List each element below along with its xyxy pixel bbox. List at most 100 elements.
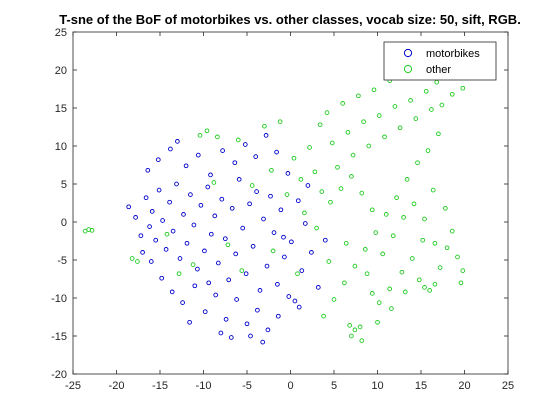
data-point <box>389 306 394 311</box>
x-tick-label: -10 <box>196 380 212 392</box>
data-point <box>143 195 149 201</box>
data-point <box>434 79 440 85</box>
data-point <box>401 215 406 220</box>
data-point <box>408 98 413 103</box>
data-point <box>164 231 170 237</box>
data-point <box>298 177 304 182</box>
legend-marker-motorbikes <box>403 48 413 58</box>
data-point <box>190 262 196 267</box>
data-point <box>369 291 375 296</box>
data-point <box>254 189 259 194</box>
data-point <box>220 148 225 153</box>
data-point <box>299 268 305 273</box>
data-point <box>236 177 242 182</box>
data-point <box>184 240 190 246</box>
data-point <box>195 152 201 158</box>
data-point <box>361 119 366 125</box>
data-point <box>291 155 297 161</box>
y-tick-label: 10 <box>55 141 67 153</box>
data-point <box>219 196 225 202</box>
data-point <box>382 134 387 140</box>
data-point <box>175 139 180 144</box>
data-point <box>232 160 238 166</box>
data-point <box>284 192 290 197</box>
data-point <box>265 327 271 333</box>
data-point <box>324 110 330 115</box>
data-point <box>174 181 179 187</box>
data-point <box>302 221 308 226</box>
data-point <box>380 251 386 257</box>
data-point <box>460 85 466 91</box>
data-point <box>357 324 363 330</box>
data-point <box>295 271 300 277</box>
data-point <box>195 266 200 272</box>
data-point <box>225 242 231 248</box>
data-point <box>168 146 173 152</box>
x-tick-label: 25 <box>502 380 514 392</box>
data-point <box>222 236 228 242</box>
data-point <box>460 268 466 273</box>
x-tick-label: 15 <box>415 380 427 392</box>
data-point <box>402 289 408 295</box>
series-motorbikes <box>126 133 328 345</box>
x-tick-label: 5 <box>331 380 337 392</box>
y-tick-label: -10 <box>51 293 67 305</box>
data-point <box>213 292 219 298</box>
data-point <box>340 101 346 106</box>
data-point <box>202 248 207 254</box>
data-point <box>347 323 353 328</box>
data-point <box>167 199 172 205</box>
data-point <box>149 209 155 214</box>
data-point <box>285 171 291 176</box>
data-point <box>350 152 356 158</box>
data-point <box>234 297 239 302</box>
legend-label-other: other <box>426 64 451 76</box>
data-point <box>129 256 135 261</box>
data-point <box>215 260 221 266</box>
data-point <box>317 122 323 128</box>
data-point <box>147 224 152 229</box>
x-tick-label: 20 <box>458 380 470 392</box>
x-tick-label: 0 <box>287 380 293 392</box>
y-tick-label: 20 <box>55 65 67 77</box>
data-point <box>155 157 161 163</box>
data-point <box>422 285 427 290</box>
data-point <box>153 237 159 243</box>
data-point <box>263 133 269 138</box>
data-point <box>427 288 433 293</box>
data-point <box>328 199 333 205</box>
data-point <box>177 256 183 261</box>
y-tick-label: 25 <box>55 27 67 39</box>
data-point <box>359 190 365 196</box>
data-point <box>277 119 283 125</box>
data-point <box>257 288 263 293</box>
data-point <box>420 237 426 243</box>
data-point <box>264 263 270 269</box>
chart-title: T-sne of the BoF of motorbikes vs. other… <box>59 12 521 27</box>
data-point <box>352 327 358 333</box>
plot-area <box>82 64 471 345</box>
data-point <box>425 148 431 153</box>
data-point <box>369 207 375 213</box>
data-point <box>181 212 186 217</box>
legend-marker-other <box>403 64 413 74</box>
data-point <box>140 250 145 255</box>
data-point <box>416 277 422 283</box>
data-point <box>197 133 203 138</box>
data-point <box>345 129 351 135</box>
data-point <box>218 330 224 336</box>
data-point <box>329 140 335 146</box>
data-point <box>233 251 239 257</box>
y-tick-label: 15 <box>55 103 67 115</box>
axes: -25 -20 -15 -10 -5 0 5 10 15 20 25-20-15-10-505101… <box>51 27 514 392</box>
data-point <box>204 128 210 134</box>
data-point <box>444 245 450 251</box>
data-point <box>183 163 189 169</box>
data-point <box>286 294 292 299</box>
series-other <box>82 64 471 343</box>
data-point <box>296 304 302 310</box>
data-point <box>271 230 277 235</box>
x-tick-label: 10 <box>371 380 383 392</box>
data-point <box>387 286 393 292</box>
data-point <box>187 319 192 325</box>
